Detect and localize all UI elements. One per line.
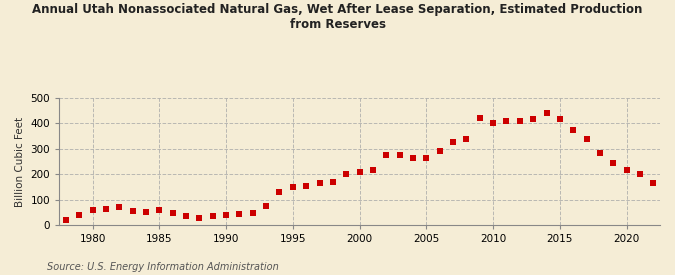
Point bbox=[61, 217, 72, 222]
Point bbox=[234, 212, 245, 217]
Text: Annual Utah Nonassociated Natural Gas, Wet After Lease Separation, Estimated Pro: Annual Utah Nonassociated Natural Gas, W… bbox=[32, 3, 643, 31]
Point bbox=[288, 185, 298, 189]
Point bbox=[314, 181, 325, 185]
Point bbox=[648, 181, 659, 185]
Point bbox=[101, 207, 111, 211]
Point bbox=[634, 172, 645, 176]
Point bbox=[448, 140, 458, 145]
Point bbox=[621, 168, 632, 173]
Point bbox=[541, 111, 552, 115]
Point bbox=[327, 180, 338, 184]
Point bbox=[341, 172, 352, 176]
Point bbox=[221, 213, 232, 217]
Point bbox=[434, 149, 445, 153]
Point bbox=[114, 205, 125, 210]
Point bbox=[394, 153, 405, 157]
Point bbox=[87, 208, 98, 212]
Text: Source: U.S. Energy Information Administration: Source: U.S. Energy Information Administ… bbox=[47, 262, 279, 272]
Point bbox=[608, 161, 619, 165]
Point bbox=[248, 211, 259, 215]
Point bbox=[595, 150, 605, 155]
Point bbox=[501, 119, 512, 123]
Point bbox=[181, 214, 192, 218]
Point bbox=[368, 168, 379, 173]
Point bbox=[354, 169, 365, 174]
Point bbox=[167, 211, 178, 215]
Point bbox=[381, 153, 392, 157]
Point bbox=[261, 204, 271, 208]
Point bbox=[581, 136, 592, 141]
Point bbox=[128, 209, 138, 213]
Point bbox=[140, 210, 151, 214]
Point bbox=[475, 116, 485, 120]
Point bbox=[514, 119, 525, 123]
Point bbox=[421, 155, 432, 160]
Point bbox=[461, 136, 472, 141]
Point bbox=[554, 117, 565, 122]
Point bbox=[408, 155, 418, 160]
Point bbox=[194, 215, 205, 220]
Point bbox=[154, 208, 165, 212]
Point bbox=[528, 117, 539, 122]
Point bbox=[207, 214, 218, 218]
Point bbox=[74, 213, 84, 218]
Point bbox=[301, 183, 312, 188]
Point bbox=[568, 127, 578, 132]
Y-axis label: Billion Cubic Feet: Billion Cubic Feet bbox=[15, 116, 25, 207]
Point bbox=[488, 121, 499, 125]
Point bbox=[274, 190, 285, 194]
